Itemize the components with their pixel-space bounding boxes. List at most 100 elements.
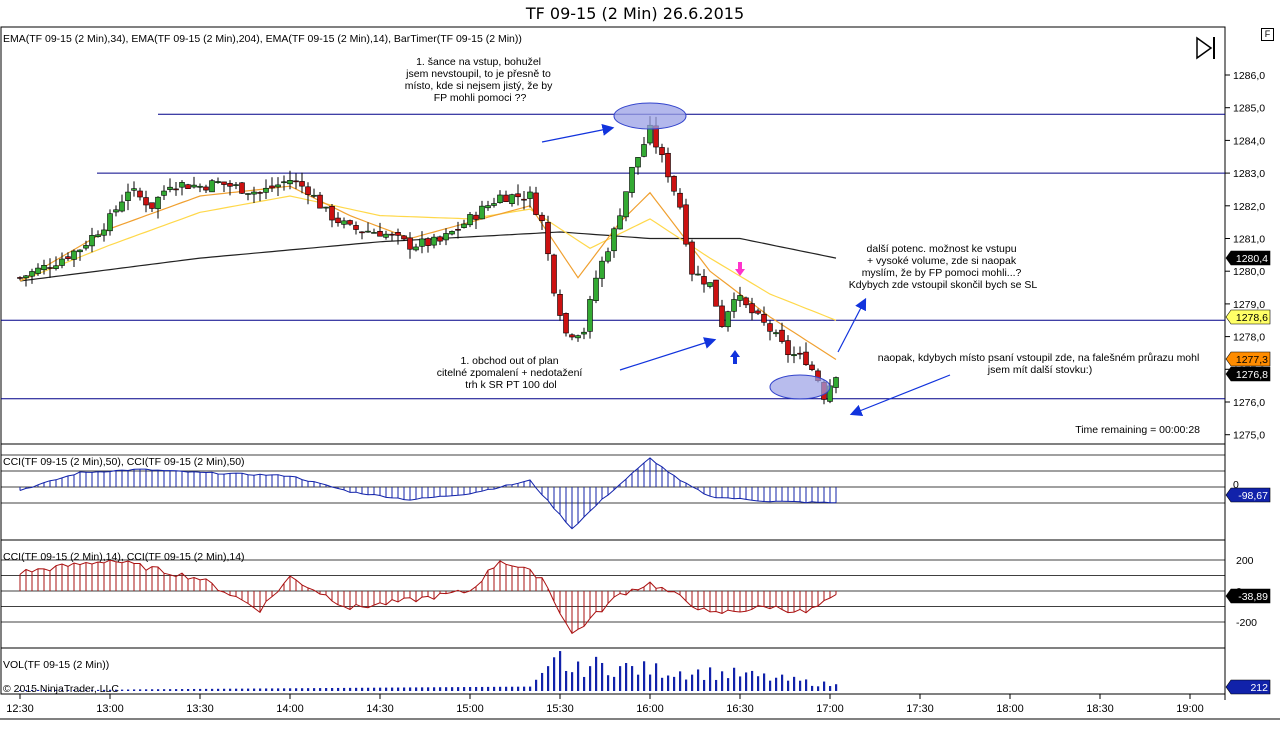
candle-body: [563, 313, 569, 334]
candle-body: [635, 157, 641, 168]
volume-bar: [547, 666, 550, 691]
volume-bar: [679, 671, 682, 691]
candle-body: [431, 236, 437, 246]
volume-bar: [637, 674, 640, 691]
volume-bar: [799, 680, 802, 691]
candle-body: [179, 182, 185, 188]
time-tick-label: 14:00: [276, 703, 304, 715]
volume-bar: [253, 688, 256, 691]
time-tick-label: 13:30: [186, 703, 214, 715]
price-badge: 1277,3: [1225, 351, 1271, 367]
volume-bar: [565, 670, 568, 691]
candle-body: [311, 194, 317, 197]
flag-icon[interactable]: F: [1261, 28, 1274, 41]
candle-body: [41, 265, 47, 271]
candle-body: [593, 277, 599, 301]
annotation-arrow-2: [619, 337, 717, 371]
annotation-3: další potenc. možnost ke vstupu + vysoké…: [849, 243, 1038, 291]
candle-body: [161, 190, 167, 196]
price-badge-text: 1278,6: [1236, 312, 1268, 324]
candle-body: [641, 144, 647, 157]
candle-body: [131, 188, 137, 191]
cci50-badge: -98,67: [1225, 487, 1271, 503]
volume-bar: [121, 689, 124, 691]
volume-bar: [691, 674, 694, 691]
candle-body: [155, 196, 161, 210]
candle-body: [743, 297, 749, 306]
candle-body: [413, 246, 419, 251]
volume-bar: [685, 679, 688, 691]
volume-bar: [619, 666, 622, 691]
volume-bar: [673, 676, 676, 691]
volume-bar: [535, 679, 538, 691]
volume-bar: [25, 689, 28, 691]
price-tick-label: 1279,0: [1233, 299, 1265, 311]
candle-body: [809, 364, 815, 370]
candle-body: [35, 267, 41, 274]
ema14-line: [19, 185, 837, 361]
candle-body: [95, 234, 101, 238]
candle-body: [533, 192, 539, 215]
volume-bar: [763, 673, 766, 691]
volume-bar: [511, 686, 514, 691]
candle-body: [677, 192, 683, 208]
candle-body: [329, 206, 335, 221]
volume-bar: [661, 677, 664, 691]
volume-bar: [43, 689, 46, 691]
volume-bar: [187, 689, 190, 691]
price-badge-shape: [1225, 250, 1271, 266]
volume-bar: [655, 663, 658, 691]
volume-bar: [331, 687, 334, 691]
price-tick-label: 1276,0: [1233, 397, 1265, 409]
volume-bar: [235, 688, 238, 691]
candle-body: [461, 223, 467, 228]
volume-bar: [133, 689, 136, 691]
play-to-end-icon[interactable]: [1196, 36, 1215, 60]
volume-bar: [265, 688, 268, 691]
candle-body: [587, 299, 593, 332]
candle-body: [491, 203, 497, 206]
candle-body: [197, 185, 203, 188]
candle-body: [299, 181, 305, 187]
candle-body: [317, 194, 323, 209]
cci50-line: [19, 457, 837, 530]
volume-bar: [379, 687, 382, 691]
volume-bar: [313, 688, 316, 691]
candle-body: [257, 192, 263, 194]
volume-bar: [223, 688, 226, 691]
price-badge-text: 1277,3: [1236, 354, 1268, 366]
candle-body: [665, 152, 671, 178]
volume-bar: [157, 689, 160, 691]
volume-bar: [67, 689, 70, 691]
candle-body: [623, 191, 629, 218]
candle-body: [713, 279, 719, 307]
volume-bar: [817, 686, 820, 691]
candle-body: [239, 182, 245, 194]
volume-bar: [745, 672, 748, 691]
volume-bar: [361, 687, 364, 691]
candle-body: [611, 228, 617, 252]
candle-body: [419, 238, 425, 247]
candle-body: [191, 184, 197, 188]
time-tick-label: 15:30: [546, 703, 574, 715]
price-tick-label: 1280,0: [1233, 266, 1265, 278]
candle-body: [71, 250, 77, 260]
price-badge-shape: [1225, 309, 1271, 325]
candle-body: [287, 180, 293, 185]
volume-bar: [85, 689, 88, 691]
candle-body: [65, 256, 71, 259]
candle-body: [761, 313, 767, 323]
candle-body: [659, 147, 665, 156]
candle-body: [473, 214, 479, 220]
volume-bar: [229, 688, 232, 691]
up-arrow-marker: [730, 350, 740, 364]
volume-bar: [757, 676, 760, 691]
volume-bar: [751, 670, 754, 691]
candle-body: [89, 235, 95, 247]
cci14-badge-shape: [1225, 588, 1271, 604]
volume-bar: [355, 687, 358, 691]
volume-bar: [469, 687, 472, 691]
candle-body: [569, 334, 575, 338]
volume-bar: [613, 676, 616, 691]
